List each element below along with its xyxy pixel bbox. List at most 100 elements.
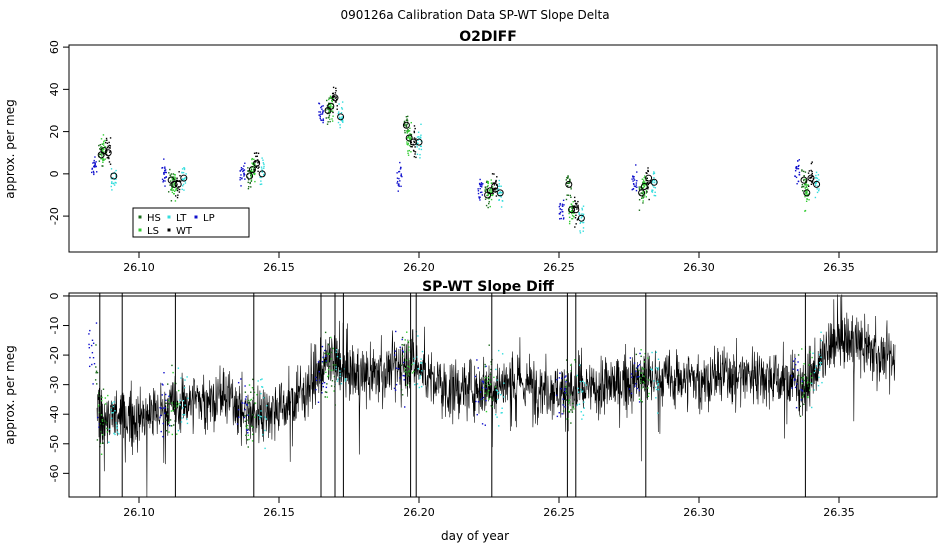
o2diff-point-lp (631, 188, 633, 191)
o2diff-point-lp (165, 176, 168, 178)
slope-diff-point-lt (495, 368, 497, 371)
slope-diff-point-hs (483, 382, 485, 385)
o2diff-mean-ls (170, 180, 178, 188)
slope-diff-point-lt (183, 413, 186, 416)
o2diff-point-lp (480, 183, 482, 186)
slope-diff-point-lt (413, 362, 415, 364)
o2diff-point-wt (647, 186, 649, 188)
slope-diff-point-hs (642, 386, 644, 388)
o2diff-point-lt (651, 180, 654, 182)
o2diff-point-lp (239, 176, 241, 179)
slope-diff-point-hs (565, 379, 568, 381)
slope-diff-point-lt (116, 424, 118, 427)
slope-diff-point-lp (160, 414, 162, 417)
o2diff-point-ls (408, 149, 411, 152)
o2diff-point-lt (655, 180, 658, 182)
o2diff-point-lp (398, 171, 400, 173)
slope-diff-point-lt (501, 411, 503, 414)
o2diff-point-ls (331, 110, 334, 112)
o2diff-point-wt (413, 137, 416, 139)
o2diff-point-wt (109, 145, 112, 147)
slope-diff-point-lt (820, 331, 822, 334)
slope-diff-point-hs (166, 406, 169, 408)
o2diff-point-lt (580, 217, 583, 219)
slope-diff-point-ls (575, 375, 578, 378)
o2diff-point-hs (570, 196, 572, 199)
legend-marker-hs (138, 215, 142, 219)
o2diff-point-hs (803, 178, 805, 181)
slope-diff-point-hs (407, 359, 409, 362)
slope-diff-point-lp (318, 371, 321, 373)
o2diff-point-lp (559, 211, 562, 214)
slope-diff-point-lp (394, 389, 397, 391)
o2diff-point-ls (642, 197, 644, 199)
slope-diff-point-lp (476, 359, 478, 361)
o2diff-point-ls (643, 185, 646, 188)
o2diff-point-lt (818, 188, 820, 190)
o2diff-ytick-label: -20 (48, 207, 61, 225)
o2diff-point-hs (485, 188, 488, 191)
slope-diff-point-ls (568, 399, 570, 402)
slope-diff-point-lt (419, 377, 421, 379)
slope-diff-point-ls (247, 434, 250, 437)
o2diff-point-hs (802, 170, 805, 173)
o2diff-point-wt (415, 156, 417, 159)
slope-diff-point-lp (639, 352, 641, 355)
o2diff-point-lp (561, 208, 563, 211)
o2diff-point-wt (492, 182, 494, 184)
slope-diff-point-ls (104, 397, 107, 399)
slope-diff-point-ls (327, 375, 329, 378)
o2diff-point-lp (161, 166, 164, 169)
o2diff-point-ls (330, 105, 332, 108)
o2diff-point-wt (647, 170, 649, 173)
slope-diff-point-lp (164, 412, 166, 415)
o2diff-point-wt (334, 95, 336, 98)
slope-diff-xtick-label: 26.15 (263, 506, 295, 519)
o2diff-point-lp (400, 173, 402, 175)
slope-diff-point-lp (559, 372, 561, 374)
slope-diff-point-lp (401, 338, 403, 341)
slope-diff-point-lp (797, 369, 799, 371)
o2diff-point-lt (498, 183, 500, 185)
o2diff-point-lt (181, 188, 183, 191)
slope-diff-y-axis: 0 -10 -20 -30 -40 -50 -60 (48, 292, 69, 482)
o2diff-point-lt (342, 121, 344, 123)
o2diff-point-wt (412, 143, 414, 146)
slope-diff-point-hs (635, 353, 638, 356)
slope-diff-point-lt (497, 349, 500, 352)
slope-diff-point-ls (176, 405, 179, 407)
o2diff-point-lp (562, 199, 565, 202)
slope-diff-point-ls (488, 389, 490, 392)
o2diff-point-hs (803, 175, 805, 177)
o2diff-point-ls (407, 154, 410, 156)
o2diff-point-hs (639, 186, 642, 188)
slope-diff-point-lp (792, 368, 795, 370)
o2diff-point-lp (322, 119, 325, 122)
slope-diff-point-lt (496, 398, 499, 401)
o2diff-point-ls (641, 187, 644, 189)
slope-diff-point-lp (636, 387, 638, 390)
slope-diff-point-lt (261, 386, 264, 388)
o2diff-point-ls (249, 170, 251, 172)
o2diff-point-ls (408, 129, 410, 132)
o2diff-point-ls (804, 195, 806, 198)
o2diff-point-lp (478, 197, 481, 199)
slope-diff-point-lt (650, 368, 652, 370)
o2diff-point-lp (94, 156, 96, 158)
o2diff-point-hs (250, 186, 252, 188)
slope-diff-point-lp (395, 330, 397, 333)
o2diff-point-hs (805, 179, 807, 181)
slope-diff-point-lp (794, 378, 796, 380)
o2diff-point-hs (326, 107, 329, 110)
slope-diff-point-lp (238, 416, 240, 418)
o2diff-point-hs (99, 153, 101, 156)
o2diff-point-ls (571, 214, 574, 217)
o2diff-mean-lt (337, 113, 345, 121)
slope-diff-point-lp (237, 381, 240, 384)
slope-diff-xtick-label: 26.20 (403, 506, 435, 519)
o2diff-point-lt (111, 181, 113, 183)
o2diff-point-wt (411, 146, 413, 148)
slope-diff-point-hs (641, 401, 643, 403)
slope-diff-point-hs (327, 360, 329, 362)
slope-diff-point-lt (336, 355, 339, 358)
